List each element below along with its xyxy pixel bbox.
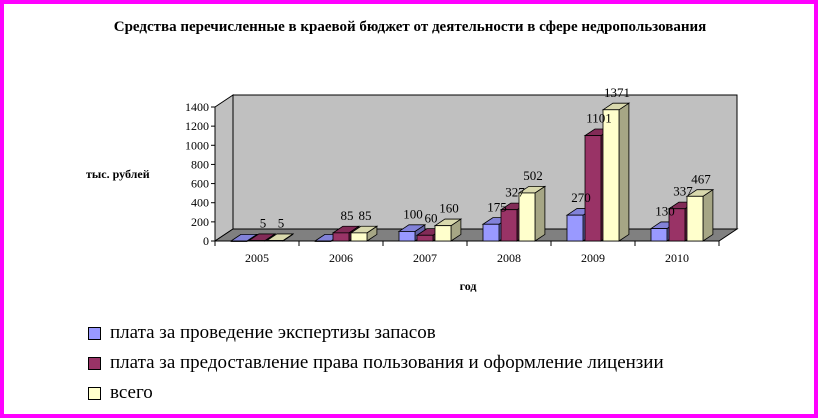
- data-label: 467: [691, 171, 711, 186]
- bar-front: [668, 208, 686, 242]
- x-tick-label: 2008: [497, 251, 521, 265]
- data-label: 175: [487, 199, 507, 214]
- bar-front: [398, 231, 416, 242]
- y-tick-label: 1200: [185, 119, 209, 133]
- y-tick-label: 400: [191, 196, 209, 210]
- y-tick-label: 600: [191, 177, 209, 191]
- bar-front: [566, 214, 584, 242]
- bar-front: [602, 109, 620, 242]
- bar-front: [314, 240, 332, 242]
- bar: [433, 218, 463, 242]
- bar: [601, 102, 631, 242]
- bar-front: [434, 225, 452, 242]
- data-label: 337: [673, 184, 693, 199]
- bar: [229, 233, 259, 242]
- bar: [265, 233, 295, 242]
- data-label: 130: [655, 204, 675, 219]
- bar: [349, 225, 379, 242]
- chart-legend: плата за проведение экспертизы запасов п…: [88, 318, 664, 408]
- data-label: 100: [403, 206, 423, 221]
- data-label: 5: [278, 216, 285, 231]
- bar-front: [584, 135, 602, 242]
- legend-label-license: плата за предоставление права пользовани…: [110, 352, 664, 373]
- y-axis-label: тыс. рублей: [86, 167, 150, 181]
- x-tick-label: 2007: [413, 251, 437, 265]
- legend-label-expertise: плата за проведение экспертизы запасов: [110, 322, 436, 343]
- bar: [685, 188, 715, 242]
- bar-side: [618, 102, 630, 242]
- data-label: 1371: [604, 85, 630, 100]
- data-label: 85: [341, 208, 354, 223]
- bar-front: [650, 228, 668, 242]
- bar-front: [332, 232, 350, 242]
- bar-side: [534, 185, 546, 242]
- legend-item-expertise: плата за проведение экспертизы запасов: [88, 318, 664, 348]
- data-label: 270: [571, 190, 591, 205]
- legend-swatch-total: [88, 386, 101, 400]
- bar-front: [230, 240, 248, 242]
- data-label: 60: [425, 210, 438, 225]
- y-tick-label: 1000: [185, 138, 209, 152]
- data-label: 160: [439, 201, 459, 216]
- legend-item-total: всего: [88, 378, 664, 408]
- plot-side-wall: [214, 94, 234, 242]
- data-label: 5: [260, 216, 267, 231]
- bar-front: [248, 240, 266, 242]
- y-tick-label: 200: [191, 215, 209, 229]
- y-tick-label: 0: [203, 234, 209, 248]
- legend-label-total: всего: [110, 382, 153, 403]
- data-label: 327: [505, 185, 525, 200]
- data-label: 1101: [586, 111, 612, 126]
- legend-swatch-expertise: [88, 326, 101, 340]
- x-tick-label: 2006: [329, 251, 353, 265]
- bar: [517, 185, 547, 242]
- data-label: 85: [359, 208, 372, 223]
- bar-side: [702, 188, 714, 242]
- y-tick-label: 800: [191, 157, 209, 171]
- bar-front: [518, 192, 536, 242]
- bar-front: [266, 240, 284, 242]
- x-tick-label: 2009: [581, 251, 605, 265]
- x-tick-label: 2010: [665, 251, 689, 265]
- bar: [247, 233, 277, 242]
- bar-front: [416, 234, 434, 242]
- chart-title: Средства перечисленные в краевой бюджет …: [113, 19, 707, 35]
- legend-item-license: плата за предоставление права пользовани…: [88, 348, 664, 378]
- x-axis-label: год: [460, 279, 477, 293]
- legend-swatch-license: [88, 356, 101, 370]
- y-tick-label: 1400: [185, 100, 209, 114]
- bar-front: [350, 232, 368, 242]
- bar-front: [500, 209, 518, 242]
- x-tick-label: 2005: [245, 251, 269, 265]
- bar-front: [482, 223, 500, 242]
- data-label: 502: [523, 168, 543, 183]
- bar-front: [686, 195, 704, 242]
